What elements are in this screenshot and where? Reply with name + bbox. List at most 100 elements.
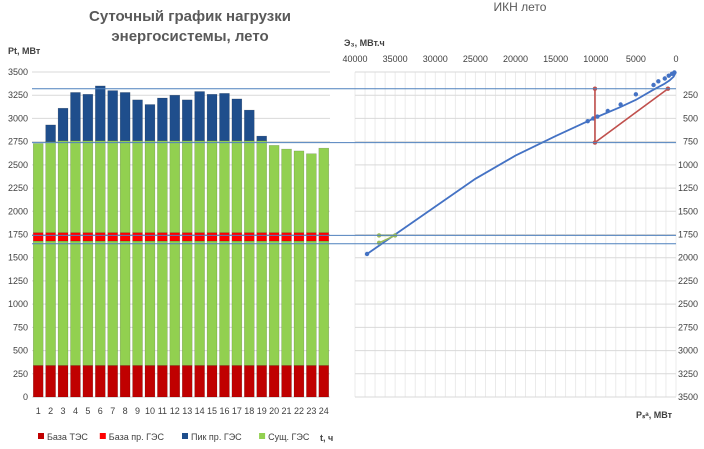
left-x-tick-label: 16	[219, 406, 229, 416]
legend-swatch	[182, 433, 188, 439]
left-x-tick-label: 14	[195, 406, 205, 416]
legend-label: Сущ. ГЭС	[268, 432, 310, 442]
bar-segment	[157, 140, 168, 233]
bar-segment	[57, 365, 69, 398]
legend-swatch	[259, 433, 266, 439]
left-y-tick-label: 2000	[8, 206, 28, 216]
bar-segment	[219, 232, 230, 242]
bar-segment	[293, 365, 305, 398]
bar-segment	[306, 153, 317, 233]
bar-segment	[144, 104, 156, 141]
left-x-tick-label: 21	[282, 406, 292, 416]
left-y-tick-label: 2750	[8, 137, 28, 147]
right-y-tick-label: 750	[683, 137, 698, 147]
bar-segment	[107, 140, 118, 233]
right-y-tick-label: 1000	[678, 160, 698, 170]
bar-segment	[119, 240, 131, 366]
left-chart-title-line-2: энергосистемы, лето	[111, 28, 268, 45]
legend-swatch	[38, 433, 44, 439]
bar-segment	[244, 365, 255, 398]
bar-segment	[181, 232, 193, 242]
right-x-tick-label: 30000	[423, 54, 448, 64]
left-y-tick-label: 1750	[8, 230, 28, 240]
right-series	[364, 70, 677, 257]
bar-segment	[256, 365, 267, 398]
left-x-tick-label: 24	[319, 406, 329, 416]
bar-segment	[318, 147, 330, 233]
right-x-tick-label: 35000	[383, 54, 408, 64]
bar-segment	[231, 232, 243, 242]
left-x-tick-label: 17	[232, 406, 242, 416]
left-y-tick-label: 750	[13, 322, 28, 332]
legend-swatch	[99, 433, 106, 439]
bar-segment	[268, 145, 280, 233]
bar-segment	[119, 92, 131, 141]
bar-segment	[244, 240, 255, 366]
bar-segment	[95, 240, 106, 366]
bar-segment	[57, 232, 69, 242]
left-x-tick-label: 18	[244, 406, 254, 416]
bar-segment	[119, 365, 131, 398]
left-x-tick-label: 5	[85, 406, 90, 416]
bar-segment	[82, 232, 94, 242]
bar-segment	[206, 140, 218, 233]
left-gridlines	[32, 71, 330, 398]
left-x-tick-label: 10	[145, 406, 155, 416]
left-x-tick-label: 2	[48, 406, 53, 416]
legend-label: База пр. ГЭС	[109, 432, 165, 442]
left-y-tick-label: 1250	[8, 276, 28, 286]
right-y-tick-label: 2500	[678, 299, 698, 309]
bar-segment	[45, 141, 56, 233]
bar-segment	[306, 232, 317, 242]
bar-segment	[132, 140, 143, 233]
left-x-tick-label: 13	[182, 406, 192, 416]
right-x-tick-label: 25000	[463, 54, 488, 64]
bar-segment	[244, 109, 255, 141]
left-y-tick-label: 2250	[8, 183, 28, 193]
bar-segment	[306, 365, 317, 398]
legend-label: Пик пр. ГЭС	[191, 432, 242, 442]
right-y-tick-label: 2750	[678, 322, 698, 332]
bar-segment	[194, 240, 205, 366]
series-line	[378, 234, 396, 244]
right-y-tick-label: 1750	[678, 230, 698, 240]
legend-label: База ТЭС	[47, 432, 88, 442]
bar-segment	[318, 232, 330, 242]
right-x-tick-label: 0	[673, 54, 678, 64]
right-y-tick-label: 2250	[678, 276, 698, 286]
left-x-tick-label: 20	[269, 406, 279, 416]
bar-segment	[157, 365, 168, 398]
right-y-tick-labels: 250 500 750 1000 1250 1500 1750 2000 2250 2500 275…	[678, 90, 698, 402]
bar-segment	[45, 124, 56, 142]
right-gridlines	[354, 71, 677, 398]
bar-segment	[244, 140, 255, 233]
right-y-tick-label: 2000	[678, 253, 698, 263]
right-y-axis-label: Pₛᵃ, МВт	[636, 410, 673, 420]
bar-segment	[119, 140, 131, 233]
series-point	[585, 119, 590, 124]
left-x-axis-label: t, ч	[320, 433, 333, 443]
bar-segment	[231, 365, 243, 398]
bar-segment	[32, 232, 44, 242]
series-point	[364, 251, 370, 257]
series-point	[618, 102, 623, 107]
bar-segment	[107, 240, 118, 366]
bar-segment	[32, 240, 44, 366]
bar-segment	[318, 240, 330, 366]
bar-segment	[70, 240, 81, 366]
bar-segment	[144, 365, 156, 398]
left-x-tick-label: 7	[110, 406, 115, 416]
left-y-tick-label: 3250	[8, 90, 28, 100]
bar-segment	[169, 232, 181, 242]
left-y-tick-label: 500	[13, 346, 28, 356]
series-point	[633, 92, 639, 97]
bar-segment	[57, 240, 69, 366]
left-x-tick-label: 15	[207, 406, 217, 416]
left-y-tick-label: 1000	[8, 299, 28, 309]
bar-segment	[119, 232, 131, 242]
series-point	[651, 82, 656, 88]
bar-segment	[256, 240, 267, 366]
bar-segment	[231, 140, 243, 233]
bar-segment	[70, 232, 81, 242]
right-x-tick-labels: 40000 35000 30000 25000 20000 15000 10000 5000 0	[342, 54, 678, 64]
